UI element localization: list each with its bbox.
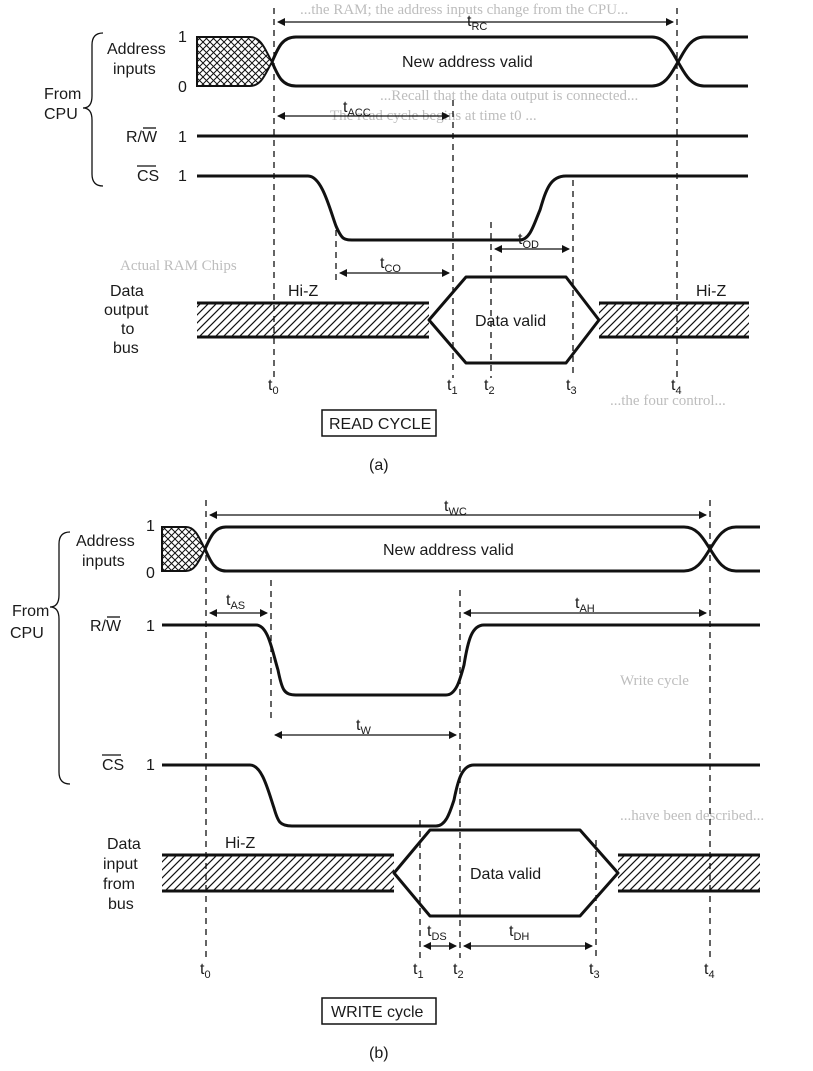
t2-label: t2: [453, 961, 464, 981]
t3-label: t3: [589, 961, 600, 981]
data-output-label-line3: to: [121, 321, 134, 338]
read-cycle-label: READ CYCLE: [329, 416, 431, 433]
cs-label: CS: [137, 168, 159, 185]
address-level-1: 1: [178, 29, 187, 46]
t4-label: t4: [704, 961, 715, 981]
t0-label: t0: [200, 961, 211, 981]
address-inputs-label-line1: Address: [76, 533, 135, 550]
address-level-1: 1: [146, 518, 155, 535]
address-inputs-label-line2: inputs: [113, 61, 156, 78]
new-address-valid-label: New address valid: [402, 54, 533, 71]
address-unknown-hatch: [196, 36, 274, 87]
address-inputs-label-line1: Address: [107, 41, 166, 58]
t1-label: t1: [447, 377, 458, 397]
address-line-upper: [203, 525, 760, 573]
t0-label: t0: [268, 377, 279, 397]
new-address-valid-label: New address valid: [383, 542, 514, 559]
svg-text:...the four control...: ...the four control...: [610, 393, 726, 409]
data-output-label-line2: output: [104, 302, 149, 319]
rw-label: R/W: [90, 618, 122, 635]
data-valid-hexagon: [427, 275, 601, 365]
write-cycle-box: [321, 997, 437, 1025]
t-w-label: tW: [356, 717, 371, 737]
read-caption: (a): [369, 457, 389, 474]
t-ah-label: tAH: [575, 595, 595, 615]
data-valid-label: Data valid: [475, 313, 546, 330]
write-caption: (b): [369, 1045, 389, 1062]
t-ds-label: tDS: [427, 923, 447, 943]
cs-label: CS: [102, 757, 124, 774]
t-co-label: tCO: [380, 255, 401, 275]
cs-signal: [162, 763, 760, 828]
data-valid-label: Data valid: [470, 866, 541, 883]
data-input-label-line3: from: [103, 876, 135, 893]
address-line-lower: [203, 525, 760, 573]
from-cpu-brace: [49, 531, 71, 785]
bus-hiz-hatch-left: [162, 855, 394, 891]
bus-hiz-borders: [197, 301, 749, 339]
t-dh-label: tDH: [509, 923, 529, 943]
bus-hiz-hatch-right: [618, 855, 760, 891]
from-cpu-label-line1: From: [44, 86, 81, 103]
cs-signal: [197, 174, 748, 242]
bus-hiz-hatch-right: [599, 303, 749, 337]
rw-label: R/W: [126, 129, 158, 146]
svg-text:...have been described...: ...have been described...: [620, 808, 764, 824]
t3-label: t3: [566, 377, 577, 397]
svg-text:...the RAM; the address inputs: ...the RAM; the address inputs change fr…: [300, 2, 628, 18]
hiz-left-label: Hi-Z: [288, 283, 318, 300]
t-as-label: tAS: [226, 592, 245, 612]
bus-hiz-borders: [162, 853, 760, 893]
show-through-text: ...the RAM; the address inputs change fr…: [120, 2, 764, 824]
t-acc-label: tACC: [343, 99, 371, 119]
svg-text:...Recall that the data output: ...Recall that the data output is connec…: [380, 88, 638, 104]
cs-level: 1: [178, 168, 187, 185]
data-output-label-line1: Data: [110, 283, 144, 300]
data-valid-hexagon: [392, 828, 620, 918]
rw-signal: [162, 623, 760, 697]
address-inputs-label-line2: inputs: [82, 553, 125, 570]
cs-level: 1: [146, 757, 155, 774]
rw-level: 1: [178, 129, 187, 146]
from-cpu-label-line1: From: [12, 603, 49, 620]
from-cpu-brace: [82, 32, 104, 187]
data-input-label-line2: input: [103, 856, 138, 873]
address-level-0: 0: [178, 79, 187, 96]
hiz-right-label: Hi-Z: [696, 283, 726, 300]
t4-label: t4: [671, 377, 682, 397]
address-line-lower: [270, 35, 748, 88]
write-cycle-label: WRITE cycle: [331, 1004, 424, 1021]
bus-hiz-hatch-left: [197, 303, 429, 337]
svg-text:Write cycle: Write cycle: [620, 673, 689, 689]
address-unknown-hatch: [161, 526, 207, 572]
data-output-label-line4: bus: [113, 340, 139, 357]
data-input-label-line1: Data: [107, 836, 141, 853]
read-cycle-box: [321, 409, 437, 437]
t1-label: t1: [413, 961, 424, 981]
hiz-label: Hi-Z: [225, 835, 255, 852]
read-cycle-diagram: From CPU Address inputs 1 0 New address …: [44, 8, 749, 474]
data-input-label-line4: bus: [108, 896, 134, 913]
from-cpu-label-line2: CPU: [10, 625, 44, 642]
address-level-0: 0: [146, 565, 155, 582]
from-cpu-label-line2: CPU: [44, 106, 78, 123]
t2-label: t2: [484, 377, 495, 397]
write-cycle-diagram: From CPU Address inputs 1 0 New address …: [10, 498, 760, 1062]
svg-text:Actual RAM Chips: Actual RAM Chips: [120, 258, 237, 274]
rw-level: 1: [146, 618, 155, 635]
address-line-upper: [270, 35, 748, 88]
